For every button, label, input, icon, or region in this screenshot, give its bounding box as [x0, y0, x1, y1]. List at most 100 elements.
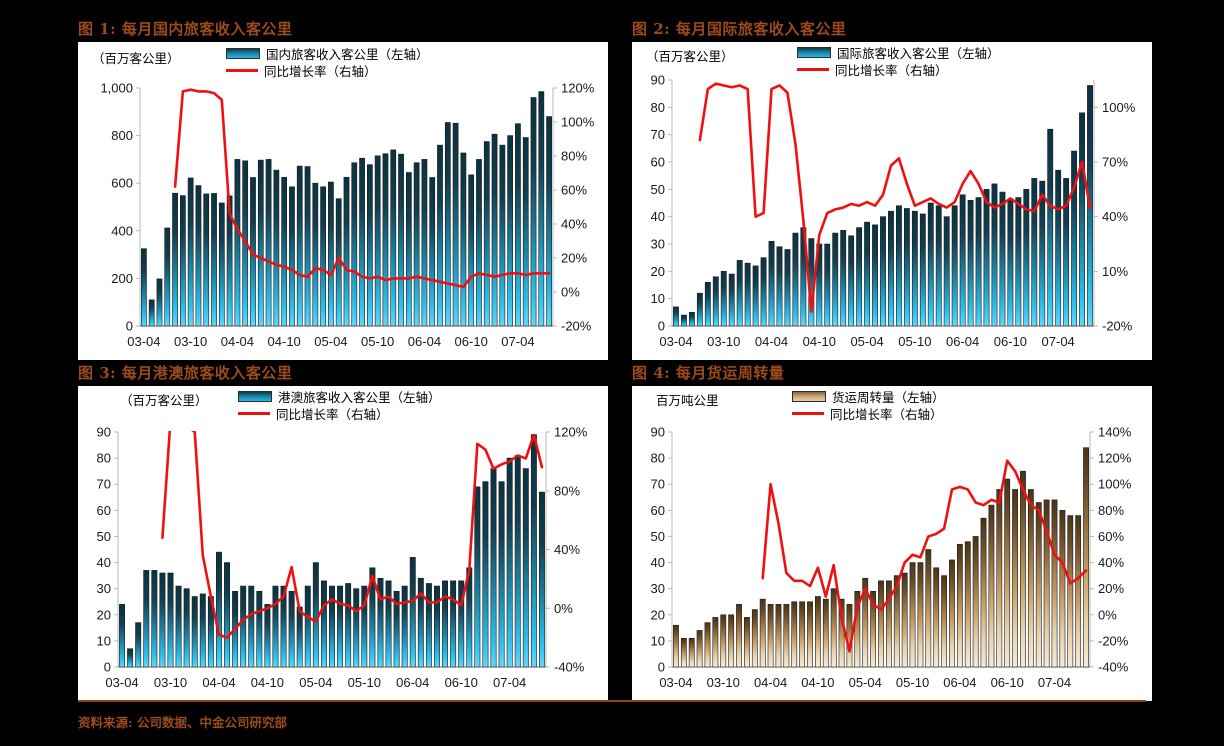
svg-text:20: 20	[651, 264, 665, 279]
svg-text:06-04: 06-04	[946, 334, 979, 349]
svg-text:07-04: 07-04	[501, 334, 534, 349]
svg-text:0%: 0%	[561, 285, 580, 300]
svg-text:70: 70	[651, 477, 665, 492]
svg-text:07-04: 07-04	[1038, 675, 1071, 690]
svg-text:07-04: 07-04	[1042, 334, 1075, 349]
svg-text:04-04: 04-04	[754, 675, 787, 690]
svg-text:0: 0	[104, 660, 111, 675]
svg-text:20%: 20%	[1098, 581, 1124, 596]
svg-text:40: 40	[651, 209, 665, 224]
figure-1-unit-label: （百万客公里）	[92, 51, 180, 66]
svg-text:70: 70	[651, 127, 665, 142]
svg-text:04-10: 04-10	[251, 675, 284, 690]
svg-text:70%: 70%	[1102, 155, 1128, 170]
svg-text:04-10: 04-10	[801, 675, 834, 690]
svg-text:05-10: 05-10	[898, 334, 931, 349]
svg-text:10%: 10%	[1102, 264, 1128, 279]
svg-text:0: 0	[658, 660, 665, 675]
figure-2-chart: 0 10 20 30 40 50 60 70 80 90 -20% 10% 40% 70% 100% 03-0…	[632, 42, 1152, 360]
svg-text:90: 90	[651, 425, 665, 440]
svg-text:07-04: 07-04	[493, 675, 526, 690]
svg-text:70: 70	[97, 477, 111, 492]
svg-text:20%: 20%	[561, 251, 587, 266]
svg-text:10: 10	[97, 633, 111, 648]
figure-3-title: 图 3: 每月港澳旅客收入客公里	[78, 364, 293, 382]
figure-panel-3: 图 3: 每月港澳旅客收入客公里 0 10 20 30 40 50 60 70 80 90 -40%…	[78, 362, 608, 701]
svg-text:03-10: 03-10	[707, 675, 740, 690]
figure-4-chart: 0 10 20 30 40 50 60 70 80 90 -40% -20% 0% 20% 40% 60% 80…	[632, 386, 1152, 701]
svg-text:80: 80	[97, 451, 111, 466]
svg-text:600: 600	[111, 176, 133, 191]
svg-text:-40%: -40%	[1098, 660, 1129, 675]
svg-text:05-04: 05-04	[299, 675, 332, 690]
svg-text:0%: 0%	[1098, 607, 1117, 622]
svg-text:100%: 100%	[1098, 477, 1132, 492]
svg-text:100%: 100%	[1102, 100, 1136, 115]
svg-text:100%: 100%	[561, 115, 595, 130]
svg-text:03-10: 03-10	[174, 334, 207, 349]
figure-2-unit-label: （百万客公里）	[646, 49, 734, 64]
svg-text:400: 400	[111, 223, 133, 238]
svg-text:06-04: 06-04	[408, 334, 441, 349]
svg-text:04-04: 04-04	[202, 675, 235, 690]
figure-4-unit-label: 百万吨公里	[656, 393, 719, 408]
svg-text:200: 200	[111, 271, 133, 286]
svg-text:03-04: 03-04	[659, 675, 692, 690]
figure-4-title: 图 4: 每月货运周转量	[632, 364, 785, 382]
svg-text:20: 20	[97, 607, 111, 622]
svg-text:40: 40	[651, 555, 665, 570]
svg-text:40%: 40%	[1102, 209, 1128, 224]
svg-text:800: 800	[111, 128, 133, 143]
svg-text:20: 20	[651, 607, 665, 622]
svg-text:40%: 40%	[1098, 555, 1124, 570]
svg-text:140%: 140%	[1098, 425, 1132, 440]
svg-text:60: 60	[651, 155, 665, 170]
svg-text:60%: 60%	[1098, 529, 1124, 544]
svg-text:80: 80	[651, 451, 665, 466]
svg-text:30: 30	[651, 581, 665, 596]
svg-text:06-10: 06-10	[445, 675, 478, 690]
svg-text:04-10: 04-10	[268, 334, 301, 349]
svg-text:120%: 120%	[561, 81, 595, 96]
svg-text:-20%: -20%	[1098, 633, 1129, 648]
svg-text:80%: 80%	[554, 483, 580, 498]
svg-text:04-04: 04-04	[221, 334, 254, 349]
svg-text:40: 40	[97, 555, 111, 570]
svg-text:40%: 40%	[561, 217, 587, 232]
svg-text:-40%: -40%	[554, 660, 585, 675]
svg-text:06-04: 06-04	[943, 675, 976, 690]
svg-text:0%: 0%	[554, 601, 573, 616]
svg-text:05-10: 05-10	[348, 675, 381, 690]
svg-text:06-10: 06-10	[991, 675, 1024, 690]
source-note: 资料来源: 公司数据、中金公司研究部	[78, 715, 287, 730]
svg-text:06-10: 06-10	[994, 334, 1027, 349]
svg-text:40%: 40%	[554, 542, 580, 557]
svg-text:04-04: 04-04	[755, 334, 788, 349]
figure-1-chart: 0 200 400 600 800 1,000 -20% 0% 20% 40% 60% 80% 100%…	[78, 42, 608, 360]
svg-text:30: 30	[651, 237, 665, 252]
svg-text:05-04: 05-04	[850, 334, 883, 349]
footer-divider	[78, 700, 1146, 702]
svg-text:05-10: 05-10	[896, 675, 929, 690]
svg-text:60%: 60%	[561, 183, 587, 198]
svg-text:0: 0	[126, 319, 133, 334]
svg-text:03-04: 03-04	[127, 334, 160, 349]
figure-1-title: 图 1: 每月国内旅客收入客公里	[78, 20, 293, 38]
svg-text:03-04: 03-04	[659, 334, 692, 349]
svg-text:60: 60	[651, 503, 665, 518]
figure-panel-4: 图 4: 每月货运周转量 0 10 20 30 40 50 60 70 80 90 -40% -20%…	[632, 362, 1152, 701]
svg-text:10: 10	[651, 291, 665, 306]
svg-text:90: 90	[97, 425, 111, 440]
svg-text:50: 50	[97, 529, 111, 544]
svg-text:05-04: 05-04	[849, 675, 882, 690]
svg-text:120%: 120%	[554, 425, 588, 440]
figure-3-chart: 0 10 20 30 40 50 60 70 80 90 -40% 0% 40% 80% 120% 03-04…	[78, 386, 608, 701]
svg-text:60: 60	[97, 503, 111, 518]
svg-text:05-04: 05-04	[314, 334, 347, 349]
svg-text:-20%: -20%	[1102, 319, 1133, 334]
svg-text:50: 50	[651, 182, 665, 197]
figure-2-title: 图 2: 每月国际旅客收入客公里	[632, 20, 847, 38]
svg-text:50: 50	[651, 529, 665, 544]
svg-text:90: 90	[651, 73, 665, 88]
